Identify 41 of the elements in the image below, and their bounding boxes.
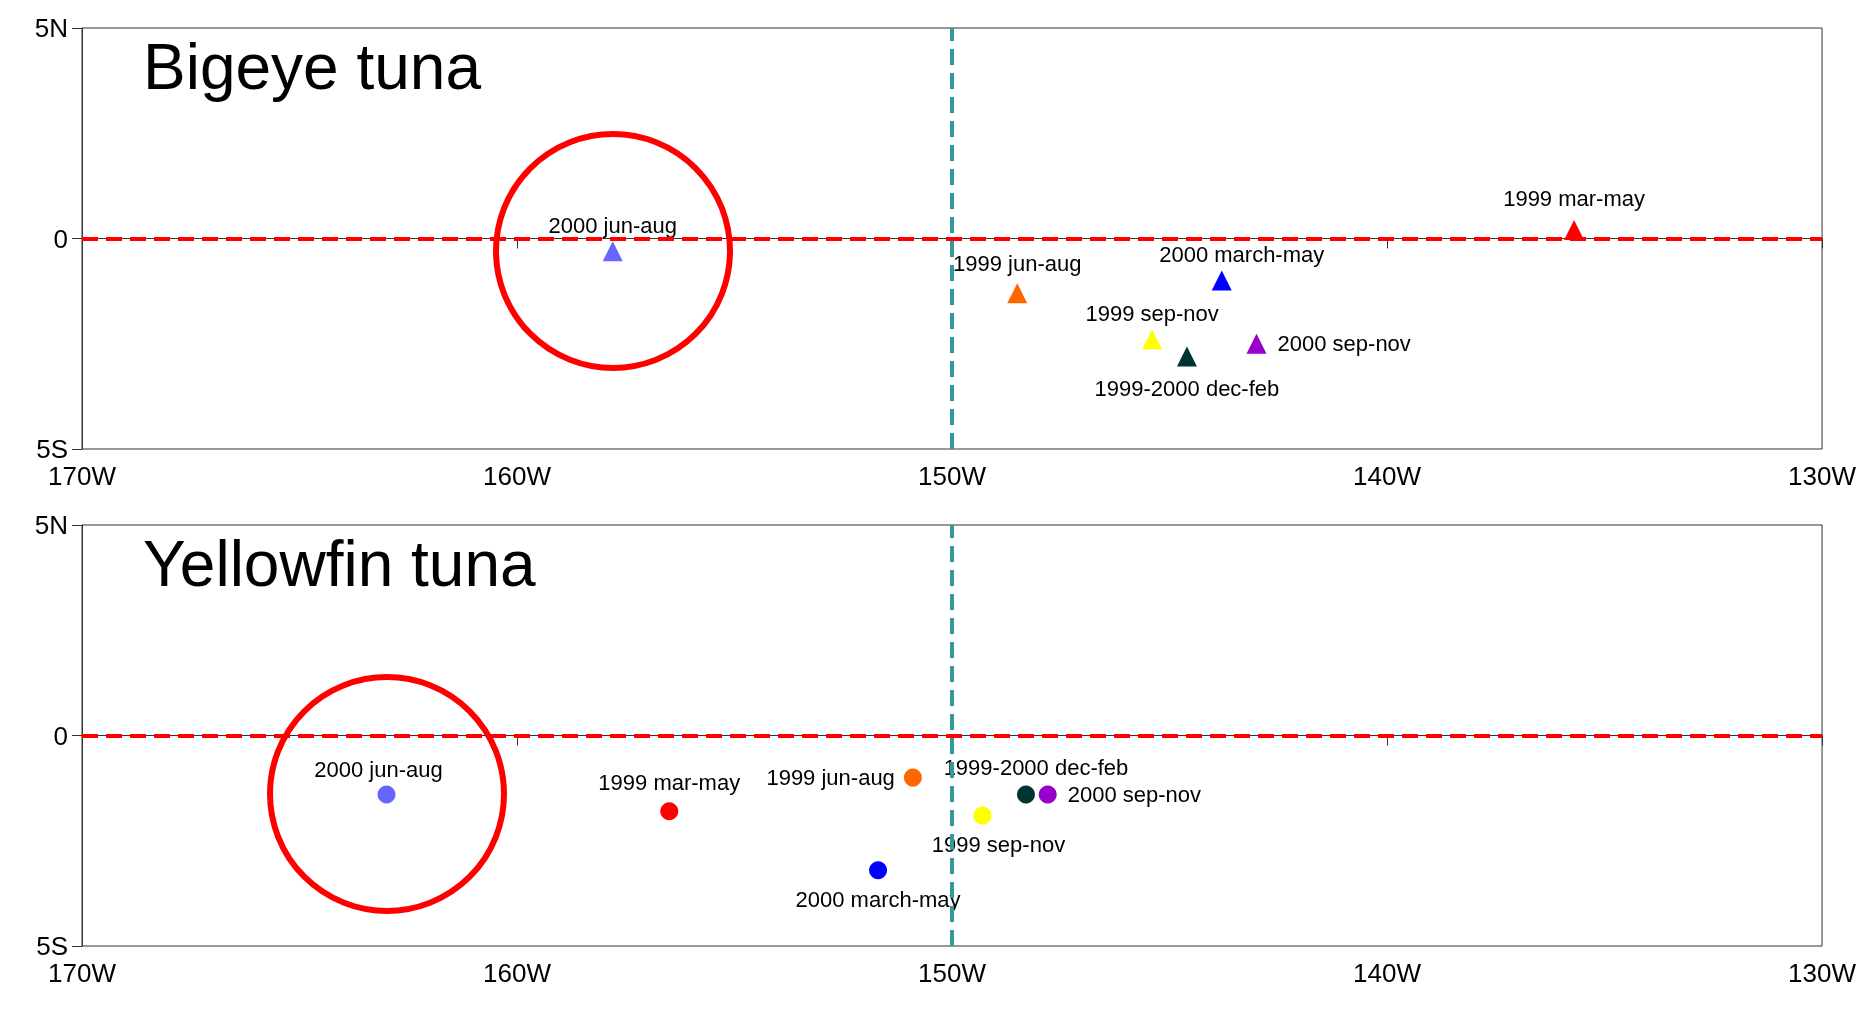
y-tick-label: 0 bbox=[53, 223, 68, 254]
point bbox=[973, 806, 992, 825]
x-tick-label: 170W bbox=[48, 461, 117, 491]
point bbox=[1211, 270, 1232, 291]
series-label: 2000 sep-nov bbox=[1067, 781, 1202, 807]
x-tick-label: 150W bbox=[918, 958, 987, 988]
x-tick-label: 140W bbox=[1353, 461, 1422, 491]
point bbox=[903, 768, 922, 787]
series-label: 2000 march-may bbox=[795, 886, 961, 912]
x-tick-label: 150W bbox=[918, 461, 987, 491]
series-label: 1999 jun-aug bbox=[766, 765, 895, 791]
series-label: 2000 jun-aug bbox=[548, 212, 677, 238]
series-label: 2000 jun-aug bbox=[314, 756, 443, 782]
y-tick-label: 5S bbox=[36, 434, 68, 464]
series-label: 1999 jun-aug bbox=[953, 250, 1082, 276]
x-tick-label: 160W bbox=[483, 461, 552, 491]
point bbox=[1038, 785, 1057, 804]
x-tick-label: 140W bbox=[1353, 958, 1422, 988]
y-tick-label: 5N bbox=[34, 13, 68, 43]
series-label: 1999 mar-may bbox=[1503, 185, 1646, 211]
chart-title: Bigeye tuna bbox=[143, 31, 482, 103]
point bbox=[1142, 329, 1163, 350]
x-tick-label: 160W bbox=[483, 958, 552, 988]
point bbox=[1016, 785, 1035, 804]
chart-title: Yellowfin tuna bbox=[143, 528, 536, 600]
point bbox=[869, 861, 888, 880]
x-tick-label: 130W bbox=[1788, 461, 1857, 491]
x-tick-label: 170W bbox=[48, 958, 117, 988]
point bbox=[1007, 283, 1028, 304]
series-label: 1999-2000 dec-feb bbox=[1094, 375, 1280, 401]
point bbox=[1176, 346, 1197, 367]
y-tick-label: 0 bbox=[53, 720, 68, 751]
y-tick-label: 5N bbox=[34, 510, 68, 540]
y-tick-label: 5S bbox=[36, 931, 68, 961]
series-label: 1999 mar-may bbox=[598, 769, 741, 795]
series-label: 2000 sep-nov bbox=[1277, 331, 1411, 357]
point bbox=[660, 802, 679, 821]
x-tick-label: 130W bbox=[1788, 958, 1857, 988]
series-label: 2000 march-may bbox=[1159, 242, 1325, 268]
point bbox=[1246, 333, 1267, 354]
series-label: 1999 sep-nov bbox=[1085, 301, 1219, 327]
